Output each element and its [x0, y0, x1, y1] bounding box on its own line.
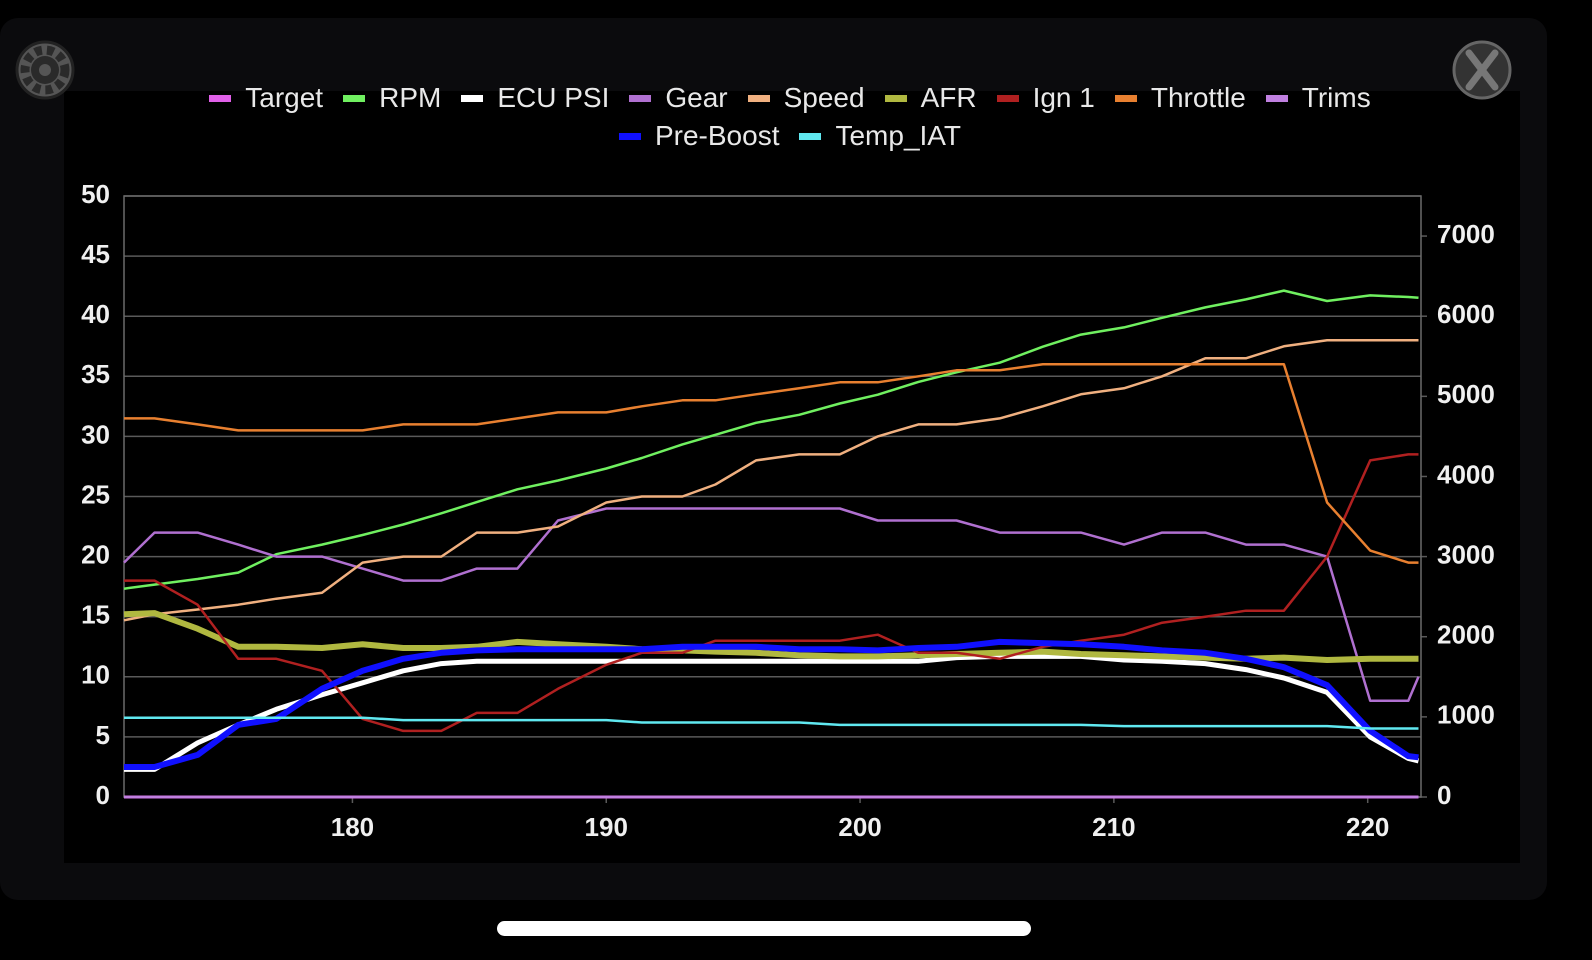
x-tick-label: 210	[1092, 812, 1135, 842]
legend-swatch	[209, 94, 232, 102]
y-tick-label: 45	[81, 239, 110, 269]
legend-label: Gear	[665, 82, 728, 113]
series-line	[123, 507, 1420, 703]
legend-item[interactable]: Gear	[629, 82, 728, 114]
y-tick-label: 25	[81, 479, 110, 509]
legend-item[interactable]: Speed	[747, 82, 865, 114]
y2-tick-label: 5000	[1437, 379, 1495, 409]
legend-item[interactable]: Trims	[1265, 82, 1371, 114]
legend-swatch	[618, 132, 641, 140]
y-tick-label: 10	[81, 660, 110, 690]
series-line	[124, 453, 1419, 733]
y-tick-label: 15	[81, 600, 110, 630]
legend-swatch	[884, 94, 907, 102]
legend-label: Target	[245, 82, 324, 113]
legend-item[interactable]: RPM	[343, 82, 441, 114]
legend: Target RPM ECU PSI Gear Speed AFR Ign 1 Throttl…	[190, 82, 1390, 152]
series-line	[124, 638, 1419, 770]
legend-swatch	[461, 94, 484, 102]
legend-item[interactable]: Throttle	[1114, 82, 1246, 114]
legend-swatch	[799, 132, 822, 140]
series-line	[124, 716, 1419, 730]
legend-label: AFR	[920, 82, 977, 113]
x-tick-label: 200	[838, 812, 881, 842]
legend-item[interactable]: Target	[209, 82, 323, 114]
y-tick-label: 0	[96, 780, 110, 810]
y-tick-label: 30	[81, 419, 110, 449]
legend-item[interactable]: Pre-Boost	[618, 120, 780, 152]
x-tick-label: 220	[1346, 812, 1389, 842]
y2-tick-label: 3000	[1437, 539, 1495, 569]
legend-item[interactable]: Temp_IAT	[799, 120, 961, 152]
y-tick-label: 20	[81, 539, 110, 569]
series-line	[124, 653, 1420, 772]
home-indicator	[497, 921, 1031, 936]
y2-tick-label: 2000	[1437, 620, 1495, 650]
legend-swatch	[996, 94, 1019, 102]
legend-swatch	[747, 94, 770, 102]
x-tick-label: 180	[331, 812, 374, 842]
series-line	[124, 363, 1419, 564]
plot-panel	[64, 91, 1520, 863]
legend-swatch	[1114, 94, 1137, 102]
legend-label: RPM	[379, 82, 442, 113]
y2-tick-label: 1000	[1437, 700, 1495, 730]
legend-label: ECU PSI	[497, 82, 610, 113]
legend-label: Throttle	[1150, 82, 1246, 113]
y2-tick-label: 4000	[1437, 459, 1495, 489]
legend-item[interactable]: AFR	[884, 82, 977, 114]
legend-label: Trims	[1301, 82, 1371, 113]
legend-swatch	[1265, 94, 1288, 102]
y-tick-label: 40	[81, 299, 110, 329]
legend-label: Pre-Boost	[654, 120, 780, 151]
y-tick-label: 35	[81, 359, 110, 389]
y2-tick-label: 0	[1437, 780, 1451, 810]
legend-swatch	[343, 94, 366, 102]
legend-label: Ign 1	[1032, 82, 1095, 113]
y2-tick-label: 6000	[1437, 299, 1495, 329]
legend-item[interactable]: Ign 1	[996, 82, 1095, 114]
close-button[interactable]	[1452, 40, 1512, 100]
legend-label: Speed	[783, 82, 865, 113]
legend-swatch	[629, 94, 652, 102]
y2-tick-label: 7000	[1437, 219, 1495, 249]
y-tick-label: 5	[96, 720, 110, 750]
settings-button[interactable]	[15, 40, 75, 100]
y-tick-label: 50	[81, 179, 110, 209]
chart-panel	[0, 18, 1547, 900]
legend-item[interactable]: ECU PSI	[461, 82, 609, 114]
legend-label: Temp_IAT	[835, 120, 962, 151]
series-line	[123, 338, 1419, 622]
x-tick-label: 190	[585, 812, 628, 842]
series-line	[123, 289, 1419, 590]
